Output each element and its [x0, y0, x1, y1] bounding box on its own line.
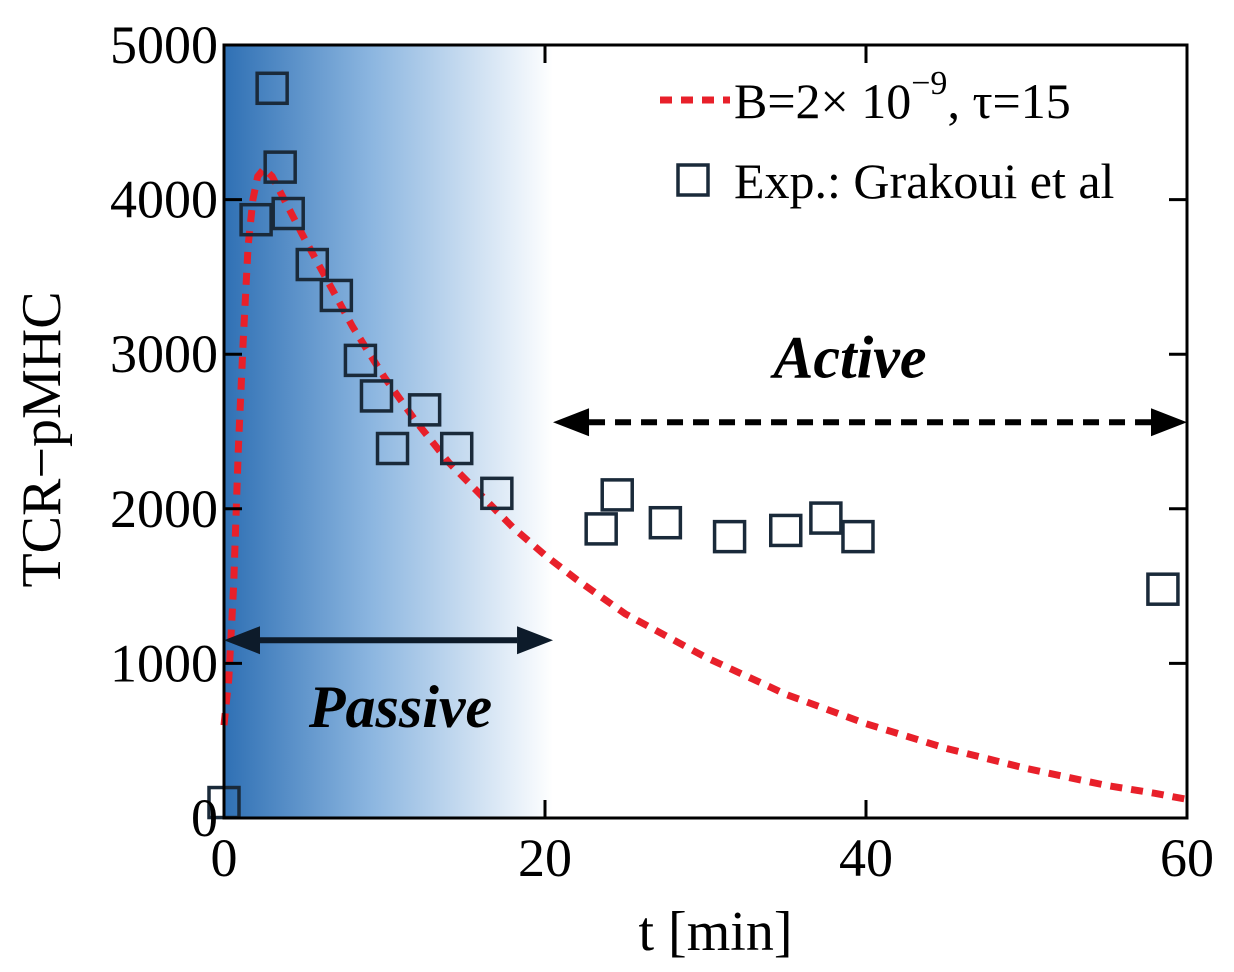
- model-curve-line: [220, 163, 1188, 803]
- data-point-square: [712, 519, 747, 554]
- active-label: Active: [769, 324, 926, 390]
- data-point-square: [359, 379, 394, 413]
- data-point-square: [271, 196, 305, 231]
- data-point-square: [480, 476, 514, 511]
- passive-arrowhead-left: [224, 626, 260, 655]
- data-point-square: [263, 150, 297, 184]
- x-axis-title: t [min]: [639, 901, 793, 963]
- data-point-square: [648, 505, 683, 540]
- legend-label-model: B=2× 10−9, τ=15: [734, 65, 1071, 129]
- model-curve-group: [220, 163, 1188, 803]
- legend-square-swatch: [676, 163, 710, 197]
- y-tick-label: 5000: [110, 15, 218, 75]
- data-point-square: [407, 393, 442, 427]
- x-tick-label: 0: [211, 828, 238, 888]
- data-point-square: [343, 343, 378, 378]
- data-point-square: [584, 512, 618, 546]
- data-point-square: [1146, 572, 1180, 606]
- passive-shaded-region: [224, 45, 554, 818]
- data-point-square: [439, 431, 474, 466]
- plot-frame: [222, 43, 1189, 820]
- active-arrowhead-right: [1151, 408, 1187, 437]
- data-point-square: [239, 202, 273, 237]
- data-point-square: [600, 478, 634, 512]
- axis-ticks: 0 20 40 60 0 1000 2000 3000 4000 5000: [110, 15, 1214, 888]
- y-tick-label: 0: [191, 788, 218, 848]
- legend-label-experiment: Exp.: Grakoui et al: [734, 153, 1114, 209]
- y-tick-label: 1000: [110, 633, 218, 693]
- passive-arrowhead-right: [517, 626, 554, 655]
- data-point-square: [769, 513, 803, 548]
- passive-label: Passive: [308, 674, 492, 740]
- data-point-square: [841, 519, 875, 554]
- data-point-square: [295, 247, 330, 282]
- y-tick-label: 4000: [110, 170, 218, 230]
- x-tick-label: 20: [518, 828, 572, 888]
- annotations: Passive Active: [224, 324, 1187, 740]
- y-axis-title: TCR−pMHC: [11, 291, 73, 587]
- y-tick-label: 3000: [110, 324, 218, 384]
- passive-gradient-rect: [224, 45, 554, 818]
- data-point-square: [809, 501, 843, 535]
- data-point-square: [255, 71, 289, 106]
- data-point-square: [375, 431, 410, 466]
- experimental-points-group: [207, 71, 1180, 820]
- active-arrowhead-left: [553, 408, 590, 437]
- legend: B=2× 10−9, τ=15 Exp.: Grakoui et al: [660, 65, 1114, 209]
- y-tick-label: 2000: [110, 479, 218, 539]
- plot-border: [222, 43, 1189, 820]
- x-tick-label: 60: [1160, 828, 1214, 888]
- data-point-square: [319, 278, 354, 313]
- x-tick-label: 40: [839, 828, 893, 888]
